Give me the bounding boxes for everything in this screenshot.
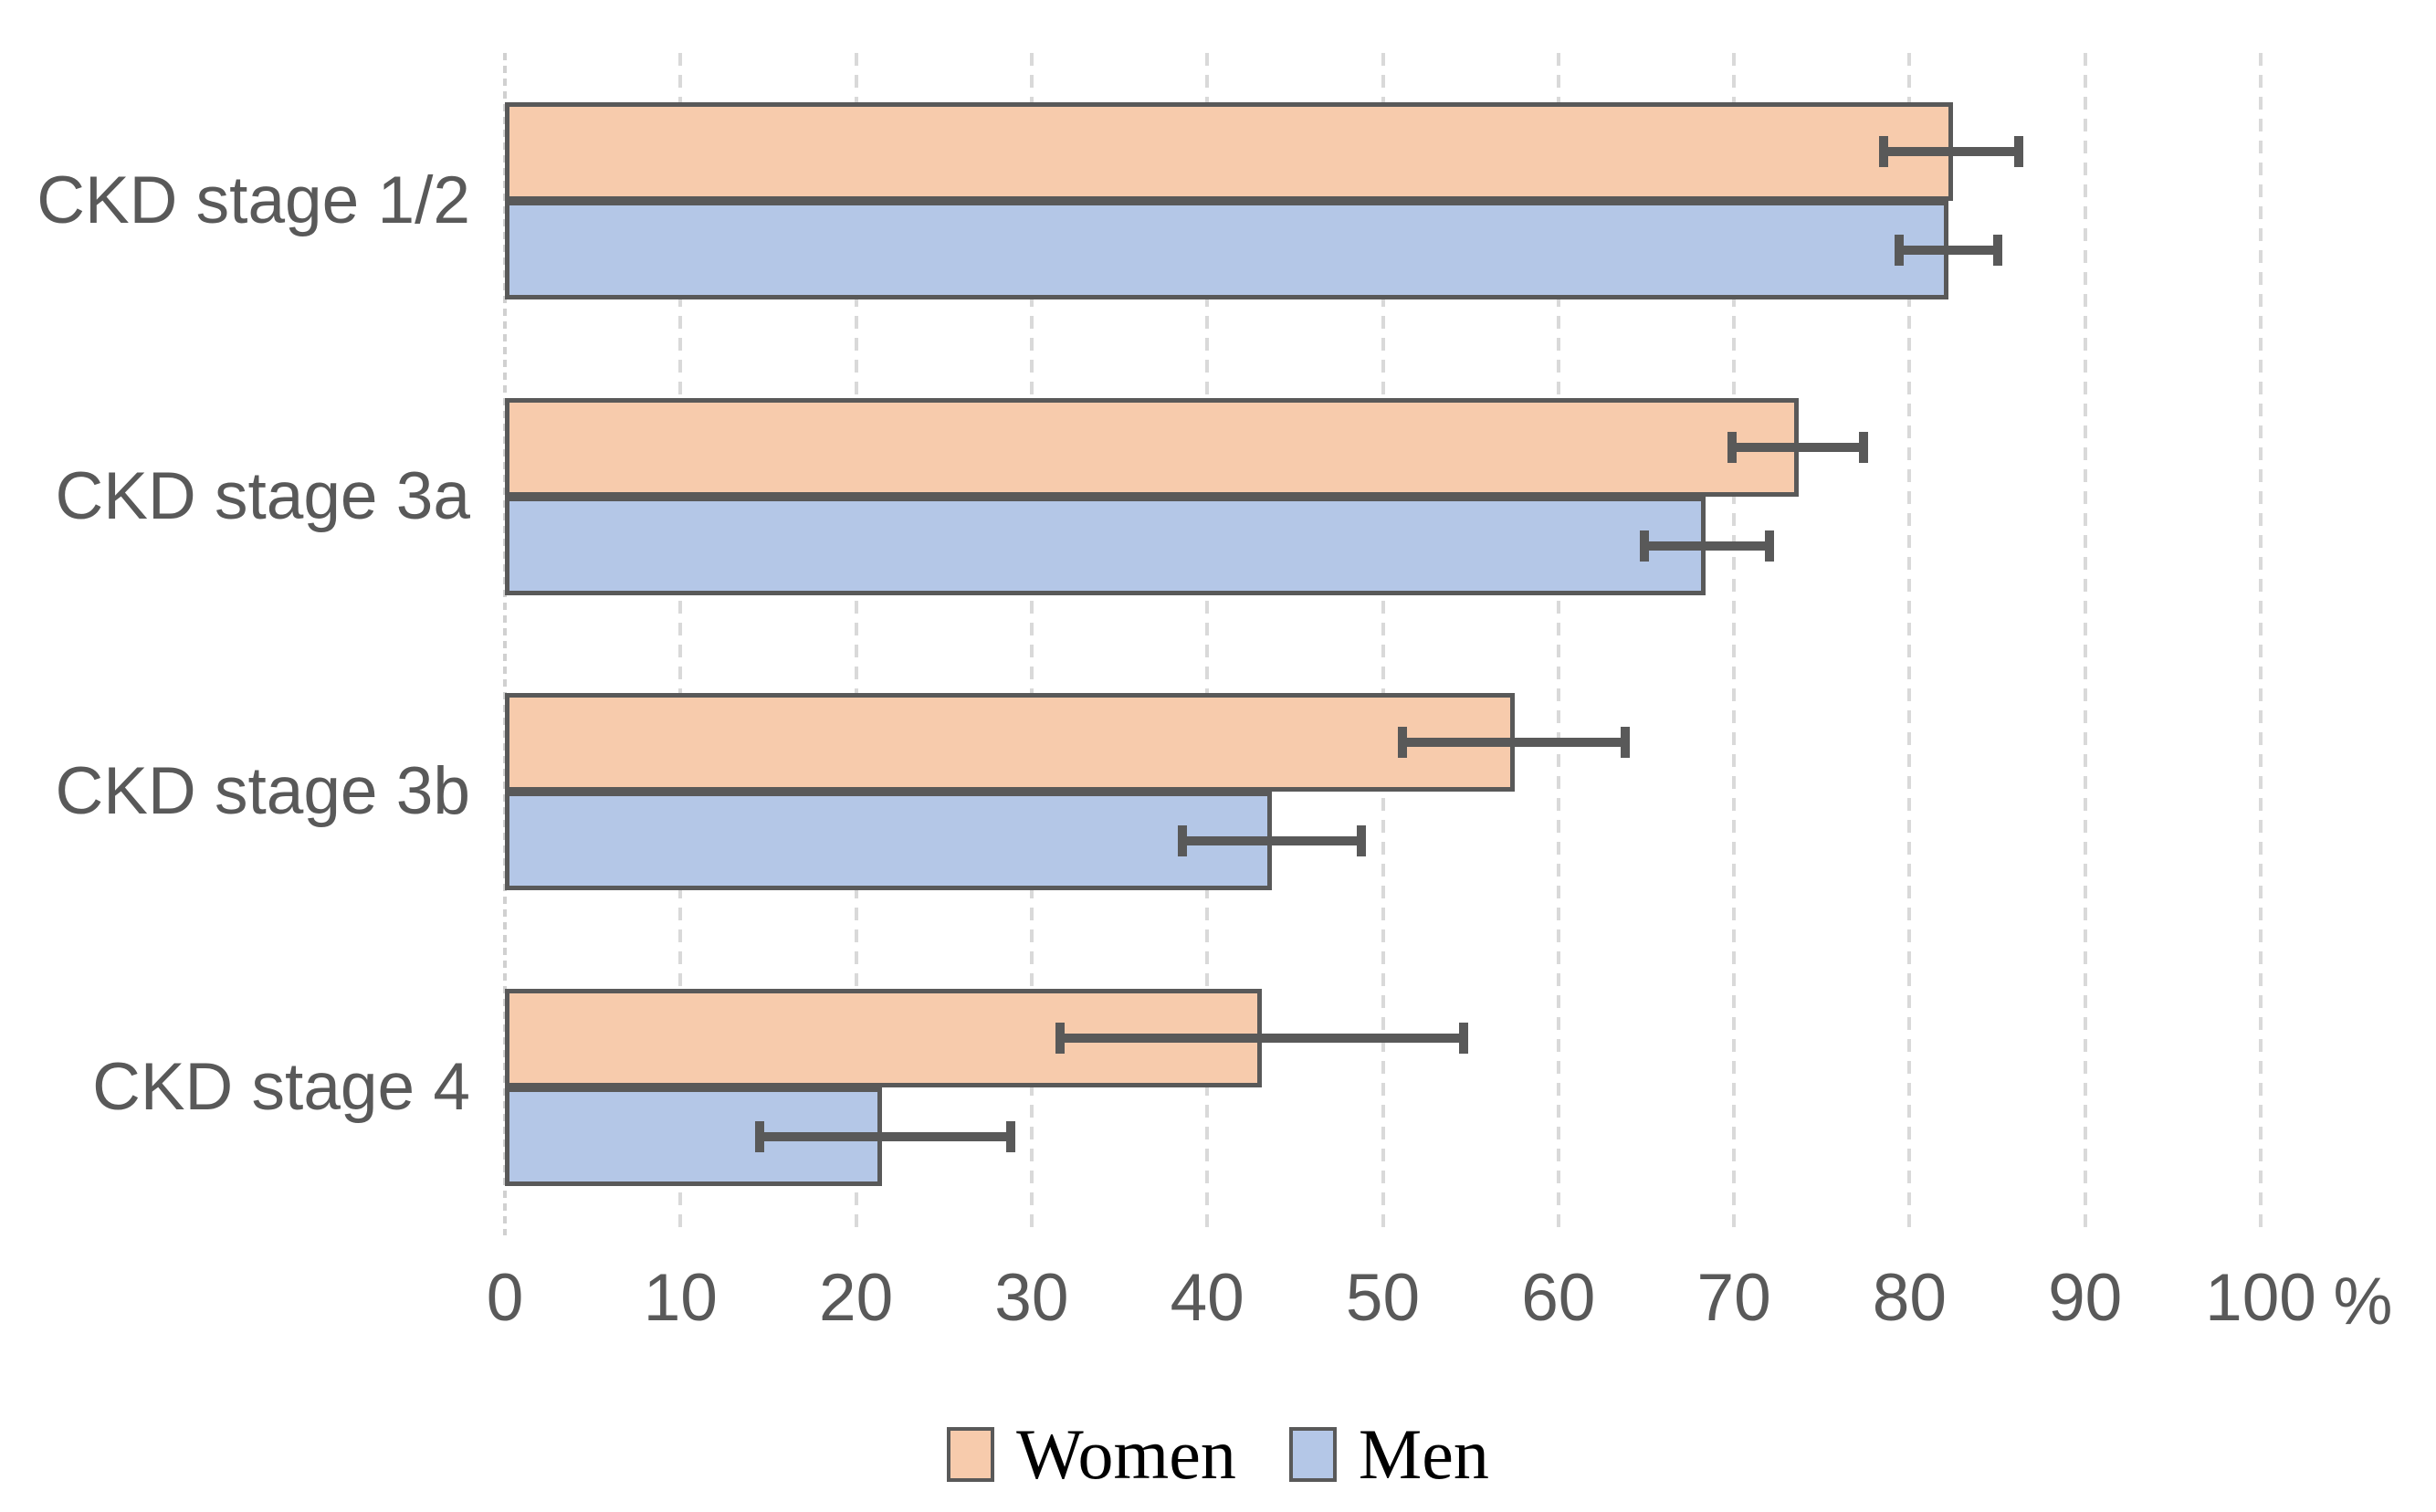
error-bar-men-stage-1 — [1898, 245, 1998, 255]
error-cap-low-men-stage-1 — [1894, 234, 1904, 266]
x-axis-unit-label: % — [2333, 1265, 2393, 1339]
gridline-20 — [854, 53, 858, 1235]
bar-women-stage-2 — [505, 397, 1800, 497]
x-tick-label-30: 30 — [994, 1261, 1069, 1335]
legend: Women Men — [0, 1413, 2436, 1496]
error-bar-women-stage-4 — [1059, 1034, 1464, 1044]
gridline-40 — [1205, 53, 1210, 1235]
error-cap-high-men-stage-2 — [1764, 530, 1774, 562]
bar-women-stage-1 — [505, 101, 1954, 201]
error-cap-low-men-stage-4 — [754, 1121, 764, 1153]
error-bar-men-stage-2 — [1644, 541, 1769, 551]
gridline-10 — [678, 53, 683, 1235]
error-cap-high-women-stage-2 — [1859, 431, 1869, 463]
gridline-70 — [1732, 53, 1737, 1235]
x-tick-label-50: 50 — [1345, 1261, 1421, 1335]
category-label-1: CKD stage 1/2 — [37, 163, 470, 237]
error-cap-high-men-stage-3 — [1357, 825, 1367, 857]
error-cap-low-women-stage-3 — [1397, 727, 1407, 759]
x-tick-label-0: 0 — [486, 1261, 524, 1335]
x-tick-label-10: 10 — [643, 1261, 718, 1335]
legend-label-women: Women — [1016, 1414, 1236, 1494]
bar-men-stage-2 — [505, 496, 1706, 595]
error-bar-men-stage-3 — [1182, 836, 1362, 846]
gridline-50 — [1381, 53, 1385, 1235]
error-cap-high-men-stage-1 — [1992, 234, 2002, 266]
error-bar-men-stage-4 — [759, 1132, 1011, 1142]
error-cap-high-women-stage-1 — [2013, 135, 2023, 167]
error-cap-low-women-stage-2 — [1727, 431, 1738, 463]
x-tick-label-40: 40 — [1170, 1261, 1244, 1335]
bar-women-stage-3 — [505, 693, 1515, 793]
error-bar-women-stage-1 — [1883, 146, 2019, 156]
legend-swatch-women-icon — [947, 1427, 995, 1482]
error-bar-women-stage-2 — [1732, 442, 1864, 452]
bar-men-stage-3 — [505, 792, 1273, 891]
error-cap-low-men-stage-2 — [1640, 530, 1650, 562]
x-tick-label-60: 60 — [1521, 1261, 1596, 1335]
bar-men-stage-1 — [505, 200, 1948, 299]
gridline-80 — [1907, 53, 1912, 1235]
category-label-4: CKD stage 4 — [92, 1050, 470, 1125]
error-cap-low-women-stage-4 — [1055, 1023, 1065, 1055]
x-tick-label-80: 80 — [1872, 1261, 1947, 1335]
category-label-3: CKD stage 3b — [55, 754, 470, 829]
gridline-100 — [2259, 53, 2263, 1235]
error-cap-high-women-stage-3 — [1620, 727, 1630, 759]
legend-label-men: Men — [1358, 1414, 1489, 1494]
error-cap-high-men-stage-4 — [1005, 1121, 1015, 1153]
error-cap-low-men-stage-3 — [1178, 825, 1188, 857]
gridline-60 — [1556, 53, 1560, 1235]
error-bar-women-stage-3 — [1402, 738, 1625, 748]
gridline-90 — [2083, 53, 2087, 1235]
x-tick-label-100: 100 — [2205, 1261, 2316, 1335]
legend-swatch-men-icon — [1288, 1427, 1337, 1482]
error-cap-high-women-stage-4 — [1458, 1023, 1468, 1055]
x-tick-label-20: 20 — [818, 1261, 894, 1335]
x-tick-label-70: 70 — [1696, 1261, 1771, 1335]
category-label-2: CKD stage 3a — [55, 458, 470, 533]
legend-item-men: Men — [1288, 1413, 1489, 1496]
error-cap-low-women-stage-1 — [1878, 135, 1888, 167]
x-tick-label-90: 90 — [2048, 1261, 2123, 1335]
legend-item-women: Women — [947, 1413, 1236, 1496]
gridline-30 — [1029, 53, 1034, 1235]
y-axis-line — [503, 53, 507, 1235]
